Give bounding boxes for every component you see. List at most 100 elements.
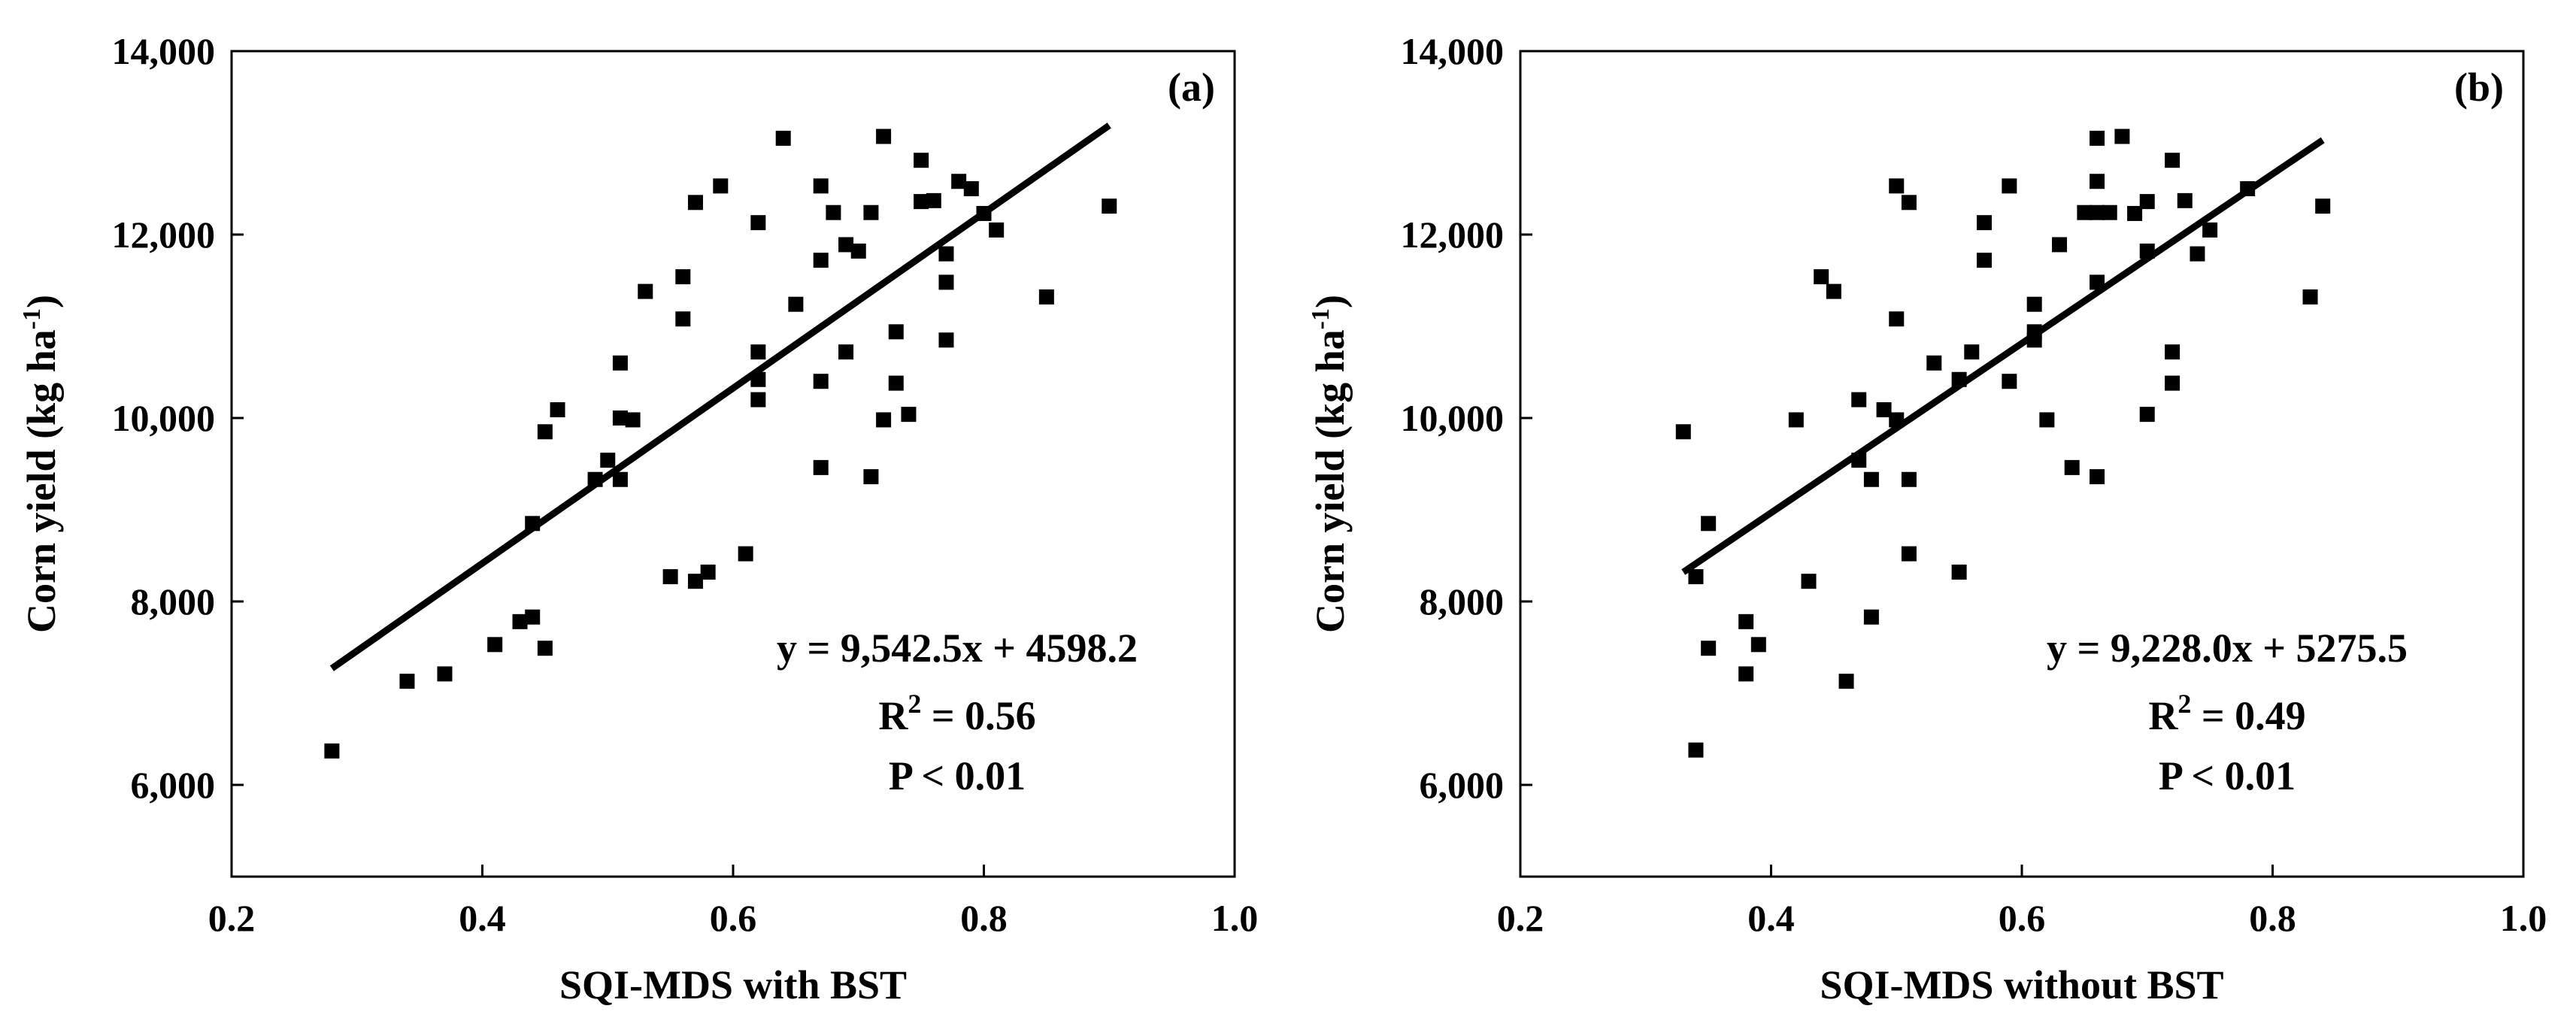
data-point — [2190, 246, 2205, 262]
y-axis-label-close: ) — [1308, 295, 1353, 308]
y-tick-label: 14,000 — [112, 30, 216, 72]
data-point — [738, 546, 753, 562]
data-point — [487, 637, 503, 653]
data-point — [1901, 195, 1917, 211]
x-tick-label: 0.2 — [1497, 897, 1544, 939]
x-tick-label: 0.6 — [1999, 897, 2046, 939]
data-point — [750, 392, 766, 407]
data-point — [1675, 424, 1691, 440]
r-squared-prefix: R — [878, 693, 908, 738]
r-squared-sup: 2 — [908, 689, 921, 719]
data-point — [2090, 174, 2105, 189]
data-point — [838, 344, 854, 360]
data-point — [2090, 130, 2105, 146]
data-point — [399, 674, 415, 689]
data-point — [750, 371, 766, 387]
data-point — [2002, 374, 2017, 389]
y-axis-label: Corn yield (kg ha-1) — [1307, 295, 1353, 633]
y-tick-label: 12,000 — [112, 214, 216, 256]
plot-frame — [1519, 50, 2525, 878]
data-point — [1901, 546, 1917, 562]
data-point — [938, 332, 954, 348]
data-point — [2127, 205, 2143, 221]
data-point — [2240, 181, 2256, 196]
data-point — [989, 222, 1005, 238]
r-squared: R2 = 0.49 — [2148, 689, 2305, 738]
data-point — [914, 194, 929, 210]
x-tick-label: 0.6 — [710, 897, 757, 939]
data-point — [813, 459, 829, 475]
data-point — [2139, 407, 2155, 423]
data-point — [826, 204, 841, 220]
chart-panel-a: 0.2 0.4 0.6 0.8 1.0 6,000 8,000 10,000 12,000 14,… — [18, 30, 1258, 1007]
y-axis-label-sup: -1 — [1307, 308, 1335, 329]
data-point — [2139, 243, 2155, 259]
x-tick-label: 0.8 — [2249, 897, 2296, 939]
data-point — [1738, 666, 1754, 682]
data-point — [2090, 274, 2105, 290]
y-axis-label-main: Corn yield (kg ha — [1308, 329, 1353, 633]
data-point — [687, 195, 703, 211]
data-point — [813, 178, 829, 194]
data-point — [2177, 192, 2193, 208]
regression-equation: y = 9,542.5x + 4598.2 — [777, 626, 1138, 671]
data-point — [901, 407, 917, 423]
x-tick-label: 0.2 — [208, 897, 256, 939]
data-point — [1876, 402, 1892, 418]
data-point — [587, 471, 603, 487]
y-tick-label: 8,000 — [131, 580, 216, 623]
data-point — [876, 129, 892, 144]
data-point — [1688, 742, 1704, 758]
r-squared-value: = 0.49 — [2191, 693, 2305, 738]
p-value: P < 0.01 — [889, 753, 1026, 798]
data-point — [2315, 198, 2331, 214]
data-point — [1801, 574, 1817, 589]
data-point — [550, 402, 565, 418]
data-point — [1701, 641, 1717, 656]
data-points — [324, 129, 1117, 759]
data-point — [1038, 289, 1054, 304]
y-axis-label-close: ) — [19, 295, 64, 308]
data-point — [700, 564, 716, 580]
data-point — [750, 344, 766, 360]
regression-equation: y = 9,228.0x + 5275.5 — [2047, 626, 2408, 671]
data-point — [612, 471, 628, 487]
data-point — [1688, 569, 1704, 585]
data-point — [963, 181, 979, 196]
data-point — [813, 374, 829, 389]
data-point — [525, 516, 541, 532]
y-axis-label: Corn yield (kg ha-1) — [18, 295, 64, 633]
x-tick-label: 0.4 — [1747, 897, 1795, 939]
y-tick-label: 6,000 — [1420, 764, 1505, 806]
chart-panel-b: 0.2 0.4 0.6 0.8 1.0 6,000 8,000 10,000 12,000 14,… — [1307, 30, 2547, 1007]
data-point — [2102, 204, 2117, 220]
data-point — [2139, 194, 2155, 210]
data-point — [1838, 674, 1854, 689]
r-squared: R2 = 0.56 — [878, 689, 1035, 738]
x-tick-label: 0.8 — [960, 897, 1008, 939]
data-point — [625, 412, 641, 428]
data-point — [2064, 459, 2080, 475]
data-point — [675, 269, 691, 285]
x-tick-label: 1.0 — [2500, 897, 2547, 939]
data-point — [2165, 344, 2181, 360]
data-point — [888, 324, 904, 340]
x-tick-label: 1.0 — [1211, 897, 1259, 939]
data-point — [2026, 296, 2042, 312]
data-point — [638, 283, 653, 299]
data-point — [537, 641, 553, 656]
data-point — [813, 253, 829, 268]
data-point — [1889, 178, 1905, 194]
data-point — [1738, 613, 1754, 629]
plot-frame — [230, 50, 1236, 878]
panel-label: (a) — [1168, 65, 1215, 110]
data-point — [750, 215, 766, 231]
data-point — [2077, 204, 2093, 220]
data-point — [1964, 344, 1980, 360]
data-point — [1750, 637, 1766, 653]
data-point — [1851, 392, 1867, 407]
data-point — [1951, 564, 1967, 580]
data-point — [1926, 355, 1942, 371]
data-point — [1976, 253, 1992, 268]
data-point — [2302, 289, 2318, 304]
